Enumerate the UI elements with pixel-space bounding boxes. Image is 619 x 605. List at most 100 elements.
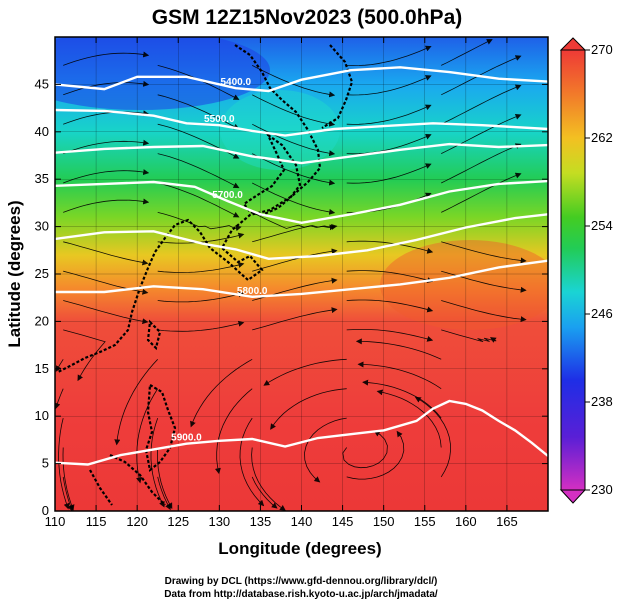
y-tick-label: 45: [35, 76, 49, 91]
y-tick-label: 0: [42, 503, 49, 518]
streamline: [346, 329, 434, 342]
streamline: [441, 329, 497, 343]
streamline: [270, 388, 347, 430]
streamline: [63, 241, 149, 266]
credit-data: Data from http://database.rish.kyoto-u.a…: [164, 589, 438, 600]
y-tick-label: 10: [35, 408, 49, 423]
x-tick-label: 135: [250, 514, 272, 529]
streamline: [346, 45, 432, 67]
colorbar-tick-label: 254: [591, 218, 613, 233]
x-tick-label: 125: [167, 514, 189, 529]
streamline: [441, 241, 527, 264]
streamline: [441, 300, 527, 323]
x-tick-label: 110: [45, 514, 66, 529]
streamline: [63, 51, 150, 66]
streamline: [62, 447, 75, 511]
streamline: [263, 358, 347, 386]
contour-line: [55, 142, 548, 165]
colorbar-tick-label: 246: [591, 306, 613, 321]
contour-label: 5800.0: [237, 286, 268, 297]
y-tick-label: 40: [35, 124, 49, 139]
colorbar-ticks: 230 238 246 254 262 270: [585, 42, 613, 497]
streamline: [355, 338, 442, 360]
streamline: [346, 75, 432, 96]
streamline: [157, 291, 245, 303]
streamline: [441, 143, 522, 184]
y-tick-label: 5: [42, 456, 49, 471]
streamline: [346, 430, 405, 480]
streamline: [157, 320, 245, 332]
streamline: [441, 84, 522, 125]
y-tick-label: 35: [35, 171, 49, 186]
map-plot-area: 5400.0 5500.0 5700.0 5800.0 5900.0: [55, 37, 548, 511]
y-tick-label: 15: [35, 361, 49, 376]
colorbar-tick-label: 270: [591, 42, 613, 57]
streamline: [63, 169, 150, 184]
contour-line: [55, 179, 548, 225]
contour-label: 5500.0: [204, 114, 235, 125]
colorbar-bar: [560, 49, 586, 491]
streamline: [63, 300, 149, 325]
colorbar-tick-label: 230: [591, 482, 613, 497]
streamline: [157, 262, 245, 273]
streamline: [63, 329, 106, 382]
x-tick-label: 130: [208, 514, 230, 529]
colorbar: 230 238 246 254 262 270: [559, 37, 613, 504]
streamline: [252, 307, 338, 331]
streamline: [346, 270, 434, 284]
colorbar-tick-label: 262: [591, 130, 613, 145]
y-tick-label: 30: [35, 219, 49, 234]
streamline: [63, 110, 150, 125]
streamline: [156, 447, 173, 509]
streamline: [157, 476, 171, 511]
colorbar-max-arrow: [559, 37, 587, 51]
streamline: [252, 123, 336, 157]
streamline: [346, 240, 434, 254]
streamline: [150, 417, 165, 508]
streamline: [214, 388, 253, 475]
y-tick-label: 25: [35, 266, 49, 281]
y-axis-label: Latitude (degrees): [5, 200, 24, 347]
streamline: [376, 389, 442, 448]
coast-borneo: [89, 454, 166, 506]
x-tick-label: 115: [86, 514, 107, 529]
streamline: [114, 359, 158, 446]
contour-line: [55, 66, 548, 93]
x-tick-label: 120: [126, 514, 148, 529]
y-tick-label: 20: [35, 313, 49, 328]
x-axis-ticks: 110 115 120 125 130 135 140 145 150 155 160 165: [45, 37, 518, 529]
streamline: [252, 94, 336, 127]
lat-lon-grid: [55, 37, 548, 511]
streamline: [441, 55, 522, 96]
streamline: [252, 182, 336, 215]
colorbar-tick-label: 238: [591, 394, 613, 409]
colorbar-min-arrow: [559, 489, 587, 504]
x-tick-label: 160: [455, 514, 477, 529]
x-tick-label: 150: [373, 514, 395, 529]
streamline: [63, 80, 150, 96]
streamline: [441, 172, 522, 213]
x-axis-label: Longitude (degrees): [218, 539, 381, 558]
streamline: [346, 104, 432, 125]
streamline: [63, 139, 150, 154]
contour-line: [55, 399, 548, 466]
streamline: [346, 133, 432, 155]
coastline: [57, 44, 354, 506]
wind-streamlines: [55, 39, 527, 511]
streamline: [346, 163, 432, 184]
streamline: [362, 379, 442, 419]
x-tick-label: 145: [332, 514, 354, 529]
contour-label: 5900.0: [171, 433, 202, 444]
streamline: [62, 476, 74, 511]
contour-label: 5700.0: [212, 190, 243, 201]
contour-line: [55, 213, 548, 261]
streamline: [441, 270, 527, 293]
streamline: [342, 430, 388, 469]
streamline: [157, 212, 242, 232]
streamline: [251, 476, 278, 509]
warm-ridge-east: [380, 240, 548, 330]
streamline: [239, 417, 265, 507]
streamline: [252, 223, 338, 243]
streamline: [157, 94, 240, 130]
